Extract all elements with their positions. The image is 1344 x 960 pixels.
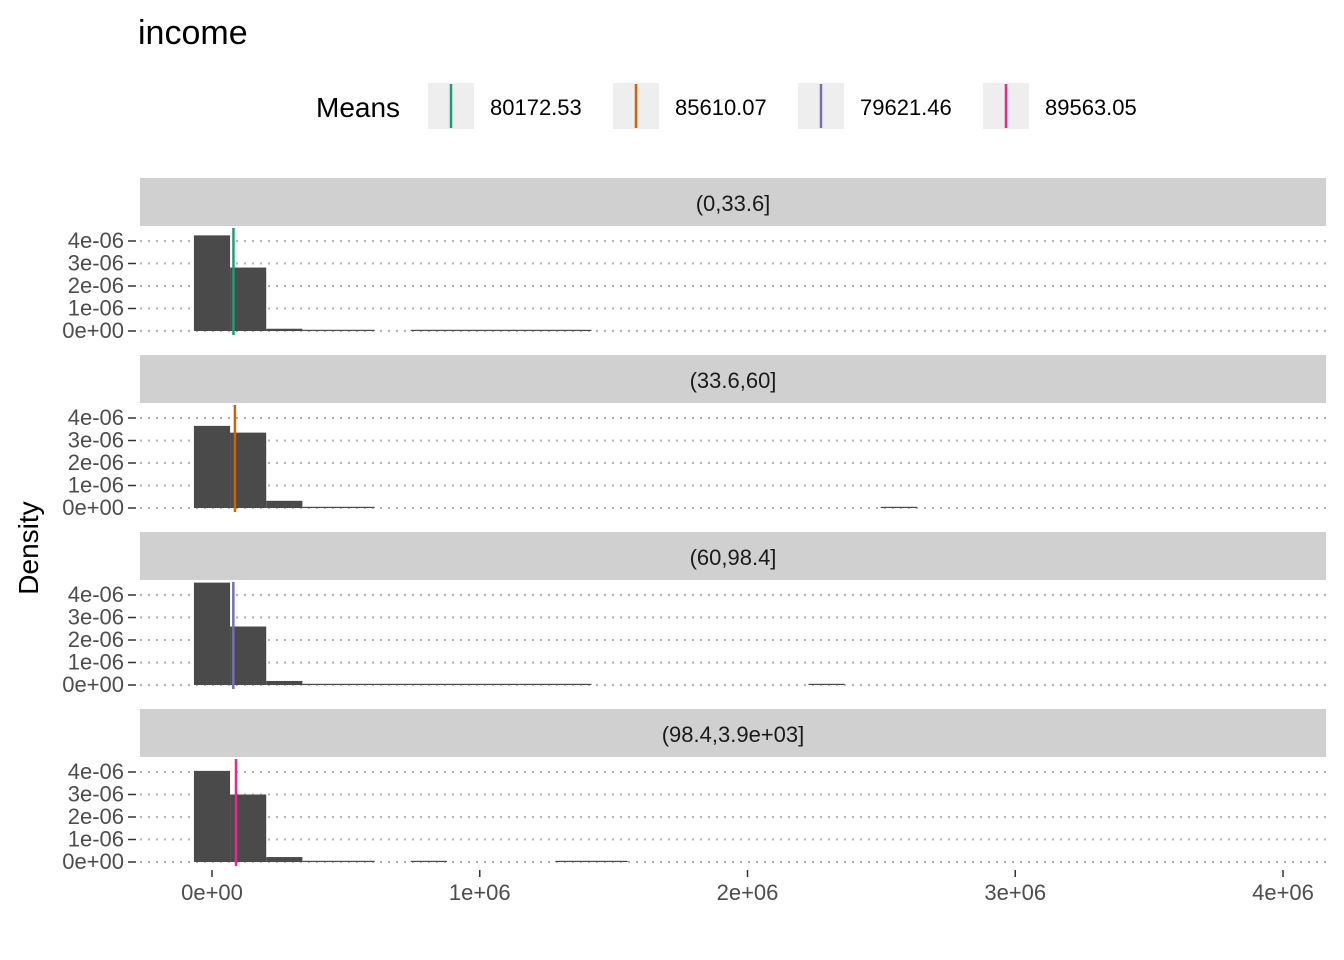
legend-label: 79621.46	[860, 95, 952, 120]
histogram-bar	[446, 329, 484, 331]
y-tick-label: 1e-06	[68, 296, 124, 321]
y-tick-label: 4e-06	[68, 759, 124, 784]
histogram-bar	[302, 683, 339, 685]
facet-strip-label: (60,98.4]	[690, 545, 777, 570]
histogram-bar	[193, 770, 231, 862]
x-tick-label: 2e+06	[717, 880, 779, 905]
histogram-bar	[338, 860, 375, 862]
histogram-bar	[483, 329, 520, 331]
histogram-bar	[483, 683, 520, 685]
y-tick-label: 4e-06	[68, 228, 124, 253]
legend-label: 85610.07	[675, 95, 767, 120]
histogram-bar	[338, 506, 375, 508]
histogram-bar	[266, 857, 303, 862]
facet-strip	[140, 355, 1326, 403]
histogram-bar	[555, 683, 592, 685]
y-tick-label: 0e+00	[62, 318, 124, 343]
y-tick-label: 0e+00	[62, 672, 124, 697]
histogram-bar	[302, 860, 339, 862]
y-tick-label: 4e-06	[68, 405, 124, 430]
facet-strip-label: (33.6,60]	[690, 368, 777, 393]
y-axis-title: Density	[13, 501, 44, 594]
x-tick-label: 4e+06	[1252, 880, 1314, 905]
histogram-bar	[230, 626, 267, 685]
histogram-bar	[410, 683, 447, 685]
chart-title: income	[138, 14, 248, 52]
y-tick-label: 0e+00	[62, 495, 124, 520]
x-tick-label: 1e+06	[449, 880, 511, 905]
histogram-bar	[519, 329, 556, 331]
y-tick-label: 1e-06	[68, 473, 124, 498]
histogram-bar	[555, 329, 592, 331]
facet-strip-label: (0,33.6]	[696, 191, 771, 216]
y-tick-label: 0e+00	[62, 849, 124, 874]
histogram-bar	[446, 683, 484, 685]
facet-strip-label: (98.4,3.9e+03]	[662, 722, 805, 747]
histogram-bar	[266, 328, 303, 331]
y-tick-label: 2e-06	[68, 627, 124, 652]
x-tick-label: 0e+00	[181, 880, 243, 905]
y-tick-label: 3e-06	[68, 251, 124, 276]
histogram-bar	[302, 329, 339, 331]
histogram-bar	[266, 500, 303, 508]
histogram-bar	[410, 329, 447, 331]
facet-strip	[140, 709, 1326, 757]
facets: (0,33.6]0e+001e-062e-063e-064e-06(33.6,6…	[62, 178, 1326, 874]
y-tick-label: 4e-06	[68, 582, 124, 607]
y-tick-label: 1e-06	[68, 650, 124, 675]
histogram-bar	[410, 860, 447, 862]
histogram-bar	[193, 582, 231, 685]
y-tick-label: 2e-06	[68, 804, 124, 829]
y-tick-label: 3e-06	[68, 782, 124, 807]
legend-label: 80172.53	[490, 95, 582, 120]
x-tick-label: 3e+06	[984, 880, 1046, 905]
y-tick-label: 2e-06	[68, 450, 124, 475]
histogram-bar	[230, 267, 267, 331]
histogram-bar	[555, 860, 592, 862]
histogram-bar	[193, 235, 231, 331]
histogram-bar	[808, 683, 845, 685]
facet-strip	[140, 178, 1326, 226]
legend-title: Means	[316, 92, 400, 123]
facet-strip	[140, 532, 1326, 580]
histogram-bar	[338, 683, 375, 685]
histogram-bar	[302, 506, 339, 508]
y-tick-label: 3e-06	[68, 605, 124, 630]
legend: Means 80172.53 85610.07 79621.46 89563.05	[316, 83, 1137, 129]
histogram-bar	[591, 860, 628, 862]
histogram-bar	[338, 329, 375, 331]
histogram-bar	[193, 425, 231, 508]
histogram-bar	[266, 680, 303, 685]
histogram-bar	[880, 506, 917, 508]
x-axis: 0e+00 1e+06 2e+06 3e+06 4e+06	[181, 870, 1314, 905]
y-tick-label: 2e-06	[68, 273, 124, 298]
y-tick-label: 3e-06	[68, 428, 124, 453]
y-tick-label: 1e-06	[68, 827, 124, 852]
histogram-bar	[374, 683, 411, 685]
legend-label: 89563.05	[1045, 95, 1137, 120]
histogram-bar	[519, 683, 556, 685]
